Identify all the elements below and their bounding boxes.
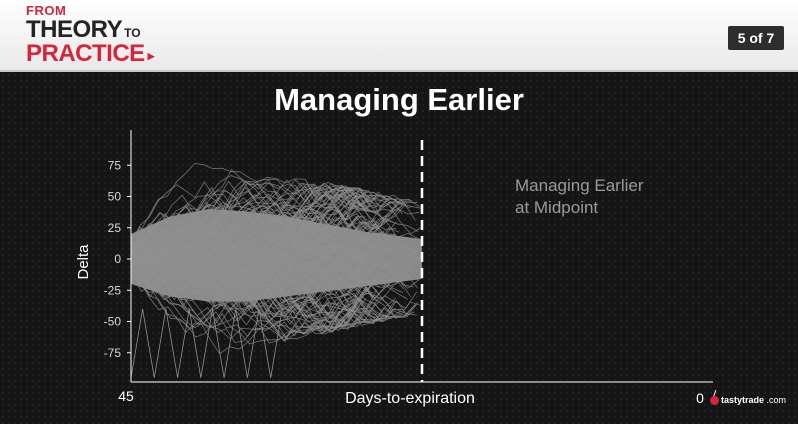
tastytrade-name: tastytrade — [721, 395, 765, 405]
play-arrow-icon: ▶ — [147, 51, 155, 62]
y-tick-label: -75 — [104, 346, 122, 360]
y-axis-label: Delta — [75, 244, 92, 280]
logo-practice-text: PRACTICE — [26, 40, 145, 67]
delta-density-core — [131, 209, 422, 302]
logo-to-text: TO — [124, 26, 141, 40]
tastytrade-suffix: .com — [766, 395, 787, 405]
annotation-line-2: at Midpoint — [515, 198, 599, 217]
from-theory-to-practice-logo: FROM THEORY TO PRACTICE ▶ — [26, 4, 155, 66]
delta-trace-line — [130, 271, 368, 345]
chart-annotation: Managing Earlier at Midpoint — [515, 175, 644, 219]
delta-lower-spikes — [130, 308, 283, 378]
y-tick-label: 25 — [108, 221, 122, 235]
annotation-line-1: Managing Earlier — [515, 176, 644, 195]
delta-traces-group — [130, 163, 423, 378]
page-indicator-badge: 5 of 7 — [728, 26, 784, 50]
delta-trace-line — [130, 163, 368, 242]
y-tick-label: 50 — [108, 190, 122, 204]
y-tick-label: 0 — [114, 252, 121, 266]
logo-from-text: FROM — [26, 3, 67, 18]
x-axis-label: Days-to-expiration — [345, 390, 475, 407]
y-tick-label: -25 — [104, 283, 122, 297]
header-bar: FROM THEORY TO PRACTICE ▶ 5 of 7 — [0, 0, 798, 72]
slide-title: Managing Earlier — [274, 82, 524, 117]
chart-axes-group: 75 50 25 0 -25 -50 -75 Delta Days-to-expiration 4… — [75, 130, 713, 407]
y-tick-label: 75 — [108, 158, 122, 172]
cherry-icon — [710, 396, 719, 405]
y-tick-label: -50 — [104, 315, 122, 329]
x-tick-label: 0 — [696, 390, 704, 406]
x-tick-label: 45 — [118, 388, 134, 404]
tastytrade-logo: tastytrade .com — [710, 390, 794, 414]
logo-theory-text: THEORY — [26, 16, 123, 43]
